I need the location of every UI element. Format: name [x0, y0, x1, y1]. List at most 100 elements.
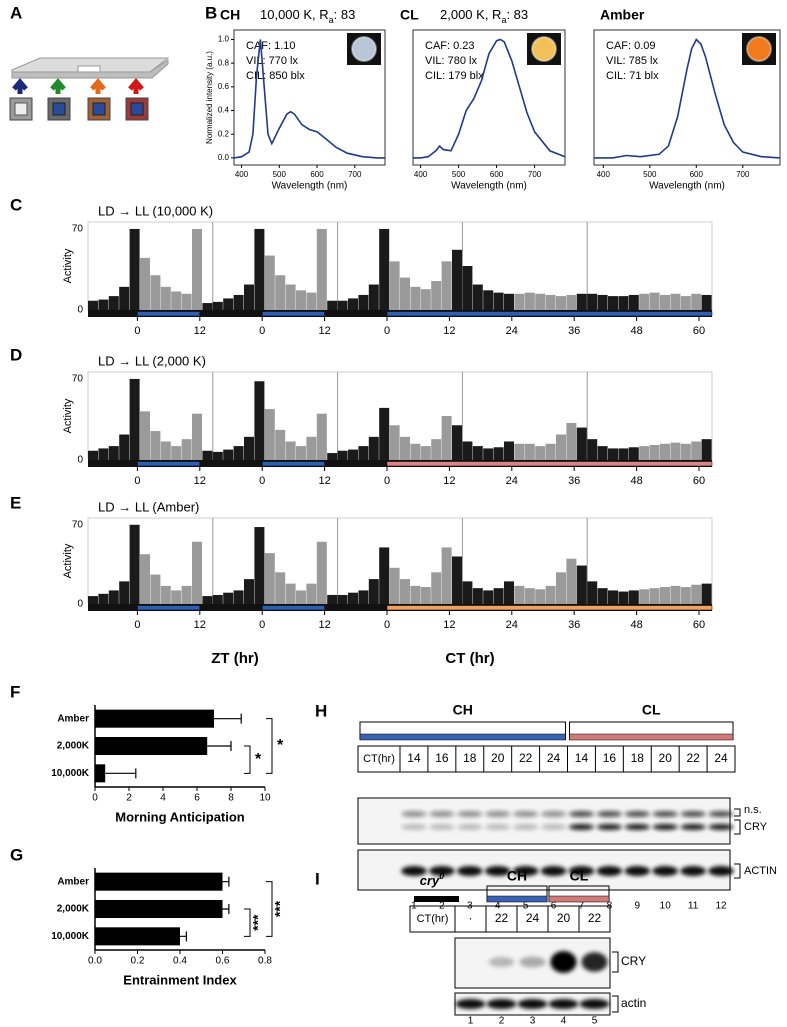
lane-number: 10	[660, 901, 672, 912]
zt-label: ZT (hr)	[211, 650, 258, 667]
y-tick-label: 1.0	[218, 35, 230, 44]
annotation: VIL: 770 lx	[246, 55, 298, 67]
activity-bar	[368, 284, 379, 310]
band	[486, 999, 517, 1009]
band-label: actin	[621, 996, 646, 1010]
error-bar	[207, 741, 232, 751]
lane-number: 5	[592, 1016, 598, 1027]
subtitle-part: 10,000 K, R	[260, 7, 329, 22]
panel-title: LD → LL (Amber)	[98, 499, 199, 514]
activity-bar	[296, 446, 306, 460]
activity-bar	[400, 579, 410, 604]
x-tick-label: 400	[235, 170, 249, 179]
activity-bar	[181, 293, 192, 310]
band	[596, 824, 622, 830]
ct-value: 22	[588, 911, 602, 925]
lane-number: 9	[635, 901, 641, 912]
band	[519, 956, 546, 968]
device-illustration	[9, 57, 170, 121]
activity-bar	[264, 553, 275, 604]
activity-bar	[244, 436, 254, 460]
annotation: VIL: 780 lx	[425, 55, 477, 67]
activity-bar	[212, 451, 223, 460]
activity-bar	[400, 277, 410, 310]
x-tick-label: 700	[736, 170, 750, 179]
activity-bar	[441, 261, 452, 310]
activity-bar	[88, 300, 98, 310]
activity-bar	[160, 286, 171, 310]
activity-bar	[545, 294, 556, 310]
activity-bar	[618, 591, 629, 604]
y-tick-label: 0	[77, 305, 83, 316]
group-label: CL	[642, 702, 661, 718]
band	[456, 866, 483, 876]
ct-value: 22	[495, 911, 509, 925]
panel-title: LD → LL (2,000 K)	[98, 353, 206, 368]
significance-bracket	[244, 908, 251, 937]
light-phase	[137, 311, 201, 317]
activity-bar	[441, 547, 452, 604]
x-tick-label: 0	[259, 325, 265, 337]
activity-bar	[181, 439, 192, 460]
activity-bar	[576, 293, 587, 310]
x-tick-label: 0	[134, 325, 140, 337]
spectrum-line	[413, 38, 566, 159]
category-label: 10,000K	[51, 931, 90, 942]
band	[513, 811, 539, 817]
activity-bar	[316, 541, 327, 604]
activity-bar	[483, 590, 494, 604]
x-tick-label: 24	[506, 619, 518, 631]
y-tick-label: 70	[72, 374, 84, 385]
band	[652, 811, 678, 817]
ct-box	[409, 905, 611, 933]
category-label: 2,000K	[57, 904, 90, 915]
activity-bar	[150, 275, 161, 310]
x-tick-label: 60	[693, 475, 705, 487]
activity-bar	[545, 585, 556, 604]
ct-label: CT(hr)	[363, 753, 395, 765]
activity-bar	[108, 446, 119, 460]
activity-bar	[140, 257, 150, 310]
x-tick-label: 12	[443, 325, 455, 337]
group-bracket	[486, 885, 548, 902]
inset-light	[351, 36, 377, 62]
band	[708, 866, 734, 876]
activity-bar	[264, 409, 275, 460]
activity-bar	[233, 446, 244, 460]
activity-bar	[691, 293, 702, 310]
activity-bar	[701, 583, 712, 604]
x-axis-label: Wavelength (nm)	[649, 181, 725, 192]
y-tick-label: 0.0	[218, 153, 230, 162]
x-tick-label: 0	[384, 475, 390, 487]
activity-bar	[639, 589, 650, 604]
x-tick-label: 48	[630, 619, 642, 631]
bar	[95, 927, 180, 946]
significance-mark: *	[255, 751, 262, 768]
x-tick-label: 600	[310, 170, 324, 179]
light-phase	[386, 605, 713, 611]
annotation: CIL: 71 blx	[606, 70, 659, 82]
activity-bar	[680, 587, 691, 604]
bar	[95, 899, 223, 919]
panel-label: G	[10, 845, 23, 864]
activity-bar	[254, 228, 265, 310]
activity-bar	[576, 565, 587, 604]
activity-bar	[524, 588, 535, 604]
x-tick-label: 500	[273, 170, 287, 179]
activity-bar	[223, 298, 234, 310]
panel-label: F	[10, 682, 20, 701]
subtitle-part: : 83	[506, 7, 528, 22]
activity-bar	[670, 585, 681, 604]
activity-bar	[306, 436, 317, 460]
activity-bar	[389, 261, 400, 310]
activity-bar	[587, 293, 598, 310]
band	[596, 811, 622, 817]
activity-bar	[129, 228, 140, 310]
group-bracket	[548, 885, 610, 902]
activity-bar	[639, 293, 650, 310]
activity-bar	[660, 443, 670, 460]
x-tick-label: 4	[160, 793, 166, 804]
band	[457, 811, 483, 817]
